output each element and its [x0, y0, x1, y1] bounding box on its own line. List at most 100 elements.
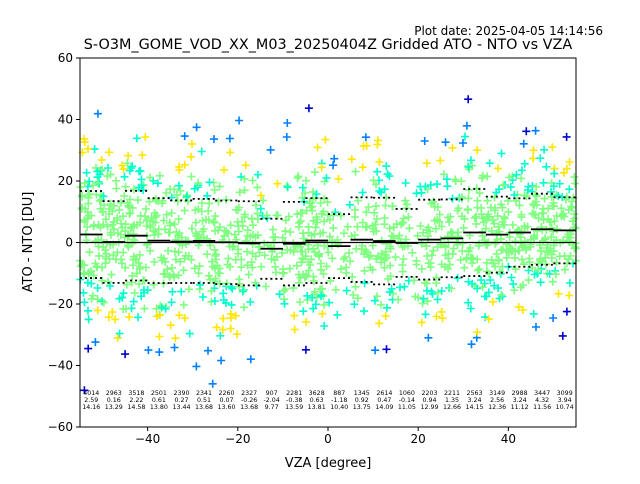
scatter-point: [347, 155, 356, 164]
scatter-point: [483, 267, 491, 276]
scatter-point: [240, 213, 249, 222]
scatter-point: [248, 221, 257, 230]
scatter-point: [170, 185, 179, 194]
scatter-point: [534, 214, 543, 223]
scatter-point: [99, 298, 108, 307]
scatter-point: [518, 255, 526, 264]
bin-stat-count: 3447: [534, 390, 550, 397]
scatter-point: [536, 278, 545, 287]
scatter-point: [198, 216, 207, 225]
scatter-point: [84, 306, 92, 315]
scatter-point: [79, 288, 88, 297]
scatter-point: [159, 270, 168, 279]
scatter-point: [135, 250, 144, 259]
scatter-point: [155, 332, 164, 341]
scatter-point: [214, 226, 223, 235]
scatter-point: [345, 200, 354, 209]
scatter-point: [349, 291, 358, 299]
bin-stat-mean: 3.24: [513, 397, 527, 404]
scatter-point: [503, 196, 512, 205]
scatter-point: [547, 233, 556, 242]
scatter-point: [382, 303, 391, 312]
scatter-point: [82, 168, 91, 177]
scatter-point: [259, 196, 268, 205]
scatter-point: [433, 295, 442, 304]
x-axis-label: VZA [degree]: [285, 456, 372, 471]
bin-stat-std: 9.77: [265, 404, 279, 411]
scatter-point: [205, 199, 214, 208]
scatter-point: [147, 214, 156, 222]
scatter-point: [375, 187, 384, 195]
scatter-point: [204, 271, 213, 280]
scatter-point: [487, 226, 496, 235]
scatter-point: [372, 180, 380, 189]
scatter-point: [124, 151, 133, 160]
scatter-point: [198, 293, 207, 301]
scatter-point: [372, 214, 381, 223]
scatter-point: [562, 164, 571, 173]
scatter-point: [548, 277, 557, 286]
scatter-point: [422, 159, 431, 168]
x-tick-label: 20: [411, 432, 426, 446]
scatter-point: [85, 248, 94, 257]
scatter-point: [210, 135, 218, 144]
scatter-point: [289, 247, 298, 256]
scatter-point: [285, 264, 294, 273]
x-tick-label: 0: [324, 432, 332, 446]
scatter-point: [410, 276, 418, 285]
scatter-point: [275, 290, 284, 299]
scatter-point: [119, 212, 127, 221]
scatter-point: [212, 255, 220, 264]
scatter-point: [199, 225, 208, 233]
scatter-point: [79, 269, 88, 278]
scatter-point: [426, 181, 435, 189]
scatter-point: [460, 214, 469, 223]
scatter-point: [486, 276, 495, 284]
scatter-point: [170, 247, 179, 256]
scatter-point: [372, 202, 380, 211]
scatter-point: [337, 265, 345, 274]
scatter-point: [203, 250, 212, 259]
scatter-point: [167, 298, 176, 307]
scatter-point: [376, 300, 385, 309]
scatter-point: [361, 223, 370, 232]
scatter-point: [251, 278, 260, 287]
scatter-point: [234, 245, 243, 254]
scatter-point: [466, 244, 475, 252]
scatter-point: [529, 154, 537, 163]
scatter-point: [226, 262, 235, 271]
scatter-point: [130, 289, 139, 298]
scatter-points: [76, 95, 580, 395]
scatter-point: [210, 218, 219, 227]
scatter-point: [80, 216, 89, 225]
scatter-point: [219, 289, 228, 298]
scatter-point: [537, 247, 546, 255]
scatter-point: [377, 249, 386, 258]
scatter-point: [384, 274, 393, 283]
scatter-point: [137, 181, 146, 190]
scatter-point: [310, 168, 319, 177]
scatter-point: [271, 262, 280, 271]
scatter-point: [301, 252, 310, 261]
x-tick-label: −20: [225, 432, 250, 446]
scatter-point: [551, 270, 560, 279]
scatter-point: [298, 183, 307, 192]
scatter-point: [562, 132, 571, 141]
scatter-point: [138, 151, 147, 160]
scatter-point: [166, 221, 175, 230]
scatter-point: [175, 311, 184, 320]
scatter-point: [152, 211, 161, 220]
bin-stat-std: 11.05: [398, 404, 416, 411]
scatter-point: [170, 220, 179, 229]
scatter-point: [531, 126, 540, 135]
scatter-point: [325, 232, 334, 241]
scatter-point: [362, 208, 371, 217]
scatter-point: [522, 127, 531, 136]
scatter-point: [120, 191, 129, 200]
scatter-point: [464, 163, 473, 171]
scatter-point: [370, 208, 379, 217]
scatter-point: [115, 329, 124, 338]
scatter-point: [304, 266, 313, 275]
scatter-point: [329, 224, 338, 233]
scatter-point: [412, 260, 421, 269]
